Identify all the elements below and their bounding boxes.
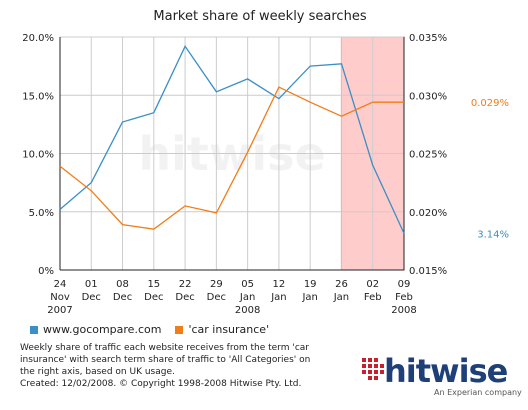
legend-item-gocompare: www.gocompare.com: [30, 323, 161, 336]
legend-item-car-insurance: 'car insurance': [175, 323, 269, 336]
legend-swatch-car-insurance: [175, 325, 184, 334]
y-tick-label-right: 0.030%: [409, 91, 447, 102]
x-tick-label: Dec: [207, 292, 226, 303]
y-tick-label-right: 0.025%: [409, 150, 447, 161]
chart-title: Market share of weekly searches: [153, 9, 366, 24]
y-tick-label-right: 0.015%: [409, 266, 447, 277]
logo-wordmark: hitwise: [384, 352, 508, 390]
x-tick-label: Jan: [270, 292, 286, 303]
y-tick-label-left: 20.0%: [22, 33, 54, 44]
x-tick-label: Nov: [50, 292, 70, 303]
y-tick-label-right: 0.020%: [409, 208, 447, 219]
footnote-line: insurance' with search term share of tra…: [20, 355, 311, 365]
x-tick-label: 2008: [391, 305, 416, 316]
x-tick-label: Dec: [82, 292, 101, 303]
x-tick-label: Jan: [239, 292, 255, 303]
footnote-line: Weekly share of traffic each website rec…: [20, 343, 309, 353]
line-chart: Market share of weekly searches hitwise0…: [22, 9, 509, 316]
legend-swatch-gocompare: [30, 325, 38, 334]
y-tick-label-left: 0%: [38, 266, 54, 277]
x-tick-label: 2007: [47, 305, 72, 316]
x-tick-label: 19: [304, 279, 317, 290]
x-tick-label: Jan: [333, 292, 349, 303]
x-tick-label: 02: [366, 279, 379, 290]
hitwise-logo: hitwise An Experian company: [362, 348, 522, 400]
series-line-car-insurance: [59, 86, 404, 230]
y-tick-label-left: 15.0%: [22, 91, 54, 102]
y-tick-label-left: 5.0%: [29, 208, 54, 219]
x-tick-label: 15: [147, 279, 160, 290]
x-tick-label: Feb: [395, 292, 413, 303]
legend: www.gocompare.com 'car insurance': [30, 323, 269, 336]
x-tick-label: 26: [335, 279, 348, 290]
x-tick-label: Dec: [113, 292, 132, 303]
legend-label-car-insurance: 'car insurance': [188, 323, 270, 336]
x-tick-label: Dec: [175, 292, 194, 303]
x-tick-label: 09: [398, 279, 411, 290]
legend-label-gocompare: www.gocompare.com: [43, 323, 162, 336]
x-tick-label: 2008: [235, 305, 260, 316]
x-tick-label: 01: [85, 279, 98, 290]
x-tick-label: 05: [241, 279, 254, 290]
x-tick-label: 22: [179, 279, 192, 290]
x-tick-label: 12: [273, 279, 286, 290]
series-line-gocompare: [59, 44, 405, 234]
footnote-line: the right axis, based on UK usage.: [20, 367, 175, 377]
x-tick-label: Jan: [301, 292, 317, 303]
x-tick-label: 24: [54, 279, 67, 290]
x-tick-label: Feb: [364, 292, 382, 303]
logo-mark-icon: [362, 358, 384, 380]
end-label-car-insurance: 0.029%: [471, 98, 509, 109]
footnote: Weekly share of traffic each website rec…: [20, 342, 365, 390]
footnote-line: Created: 12/02/2008. © Copyright 1998-20…: [20, 379, 302, 389]
y-tick-label-left: 10.0%: [22, 150, 54, 161]
x-tick-label: 08: [116, 279, 129, 290]
x-tick-label: 29: [210, 279, 223, 290]
x-tick-label: Dec: [144, 292, 163, 303]
end-label-gocompare: 3.14%: [477, 229, 509, 240]
y-tick-label-right: 0.035%: [409, 33, 447, 44]
logo-tagline: An Experian company: [434, 388, 522, 397]
